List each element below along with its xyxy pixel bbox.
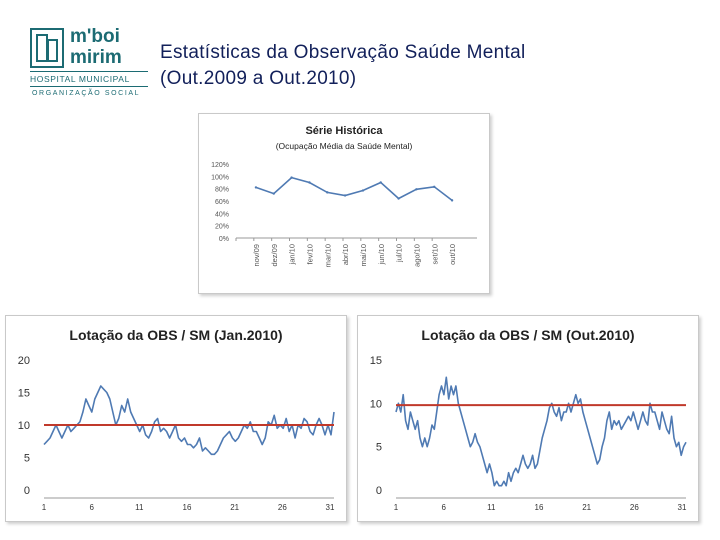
- x-tick-label: 21: [230, 503, 239, 512]
- y-tick-label: 100%: [211, 174, 229, 181]
- y-tick-label: 15: [18, 388, 30, 400]
- x-tick-label: jan/10: [288, 244, 297, 265]
- x-tick-label: dez/09: [270, 244, 279, 267]
- y-tick-label: 5: [24, 453, 30, 465]
- logo-name-line1: m'boi: [70, 26, 120, 47]
- historical-chart: Série Histórica (Ocupação Média da Saúde…: [211, 125, 477, 267]
- x-tick-label: 6: [89, 503, 94, 512]
- y-tick-label: 10: [370, 398, 382, 410]
- slide-title-line1: Estatísticas da Observação Saúde Mental: [160, 42, 526, 63]
- x-tick-label: abr/10: [341, 244, 350, 265]
- data-point: [290, 176, 293, 179]
- data-point: [361, 189, 365, 192]
- chart-subtitle: (Ocupação Média da Saúde Mental): [276, 141, 413, 151]
- data-point: [397, 197, 400, 200]
- chart-title: Série Histórica: [305, 125, 383, 137]
- y-tick-label: 10: [18, 420, 30, 432]
- y-tick-label: 120%: [211, 162, 229, 169]
- y-tick-label: 0: [376, 485, 382, 497]
- logo-divider: [30, 71, 148, 72]
- data-point: [433, 185, 436, 189]
- x-tick-label: 1: [394, 503, 399, 512]
- logo-subtitle-org: ORGANIZAÇÃO SOCIAL: [32, 90, 141, 97]
- logo-divider: [30, 86, 148, 87]
- y-tick-label: 0%: [219, 236, 229, 243]
- y-tick-label: 0: [24, 485, 30, 497]
- x-tick-label: out/10: [448, 244, 457, 265]
- x-tick-label: fev/10: [305, 244, 314, 264]
- x-tick-label: 11: [135, 503, 144, 512]
- x-tick-label: jun/10: [377, 244, 386, 265]
- series-line: [255, 176, 453, 202]
- x-tick-label: set/10: [430, 244, 439, 264]
- logo-subtitle-hospital: HOSPITAL MUNICIPAL: [30, 74, 130, 84]
- y-tick-label: 5: [376, 442, 382, 454]
- x-tick-label: ago/10: [412, 244, 421, 267]
- chart-title: Lotação da OBS / SM (Jan.2010): [69, 327, 282, 343]
- x-tick-label: 21: [582, 503, 591, 512]
- y-tick-label: 80%: [215, 187, 229, 194]
- slide-title: Estatísticas da Observação Saúde Mental …: [160, 40, 526, 92]
- data-point: [272, 192, 275, 195]
- data-point: [379, 181, 382, 184]
- jan-occupancy-chart: Lotação da OBS / SM (Jan.2010) 0 5 10 15 20 1…: [18, 327, 335, 512]
- y-tick-label: 20: [18, 355, 30, 367]
- x-tick-label: 11: [487, 503, 496, 512]
- logo-emblem-icon: [30, 28, 64, 68]
- jan-occupancy-chart-frame: Lotação da OBS / SM (Jan.2010) 0 5 10 15 20 1…: [5, 315, 347, 522]
- logo-name-line2: mirim: [70, 47, 122, 68]
- x-tick-label: 26: [630, 503, 639, 512]
- data-point: [326, 191, 329, 194]
- data-point: [343, 194, 347, 197]
- occupancy-series-line: [43, 385, 335, 456]
- data-point: [450, 199, 454, 202]
- x-tick-label: nov/09: [252, 244, 261, 267]
- historical-chart-frame: Série Histórica (Ocupação Média da Saúde…: [198, 113, 490, 294]
- oct-occupancy-chart-frame: Lotação da OBS / SM (Out.2010) 0 5 10 15 1 6 1…: [357, 315, 699, 522]
- data-point: [415, 188, 418, 191]
- x-tick-label: 26: [278, 503, 287, 512]
- y-tick-label: 60%: [215, 199, 229, 206]
- x-tick-label: mar/10: [323, 244, 332, 267]
- y-tick-label: 20%: [215, 224, 229, 231]
- slide-title-line2: (Out.2009 a Out.2010): [160, 68, 357, 89]
- y-tick-label: 40%: [215, 211, 229, 218]
- x-tick-label: 1: [42, 503, 47, 512]
- y-tick-label: 15: [370, 355, 382, 367]
- x-tick-label: 16: [183, 503, 192, 512]
- x-tick-label: 31: [678, 503, 687, 512]
- x-tick-label: mai/10: [359, 244, 368, 267]
- x-tick-label: 31: [326, 503, 335, 512]
- chart-title: Lotação da OBS / SM (Out.2010): [421, 327, 634, 343]
- occupancy-series-line: [395, 376, 687, 487]
- x-tick-label: jul/10: [395, 244, 404, 263]
- data-point: [308, 181, 311, 184]
- hospital-logo: m'boi mirim HOSPITAL MUNICIPAL ORGANIZAÇ…: [22, 26, 150, 106]
- x-tick-label: 16: [535, 503, 544, 512]
- data-point: [254, 186, 258, 189]
- x-tick-label: 6: [441, 503, 446, 512]
